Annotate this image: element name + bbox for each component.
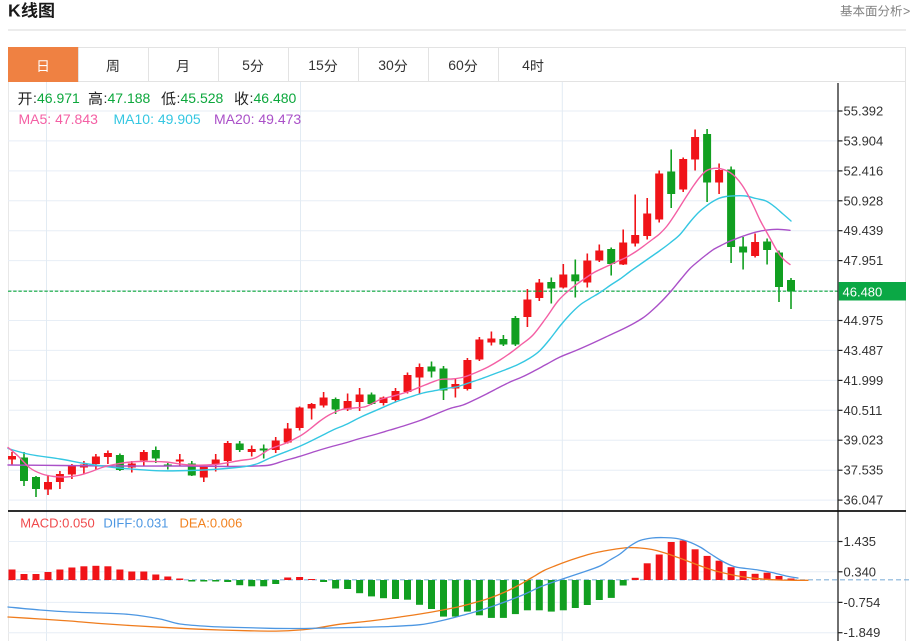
svg-text:50.928: 50.928 [844,193,884,208]
svg-text:39.023: 39.023 [844,433,884,448]
svg-text:30: 30 [378,57,394,73]
svg-text:41.999: 41.999 [844,373,884,388]
svg-text:MACD:0.050: MACD:0.050 [20,516,94,531]
svg-text:46.480: 46.480 [254,90,297,106]
svg-text:60: 60 [448,57,464,73]
svg-text:15: 15 [308,57,324,73]
svg-text:MA10: 49.905: MA10: 49.905 [114,111,201,127]
svg-text:44.975: 44.975 [844,313,884,328]
svg-text:5: 5 [242,57,250,73]
svg-text:47.951: 47.951 [844,253,884,268]
svg-text::: : [33,90,37,106]
svg-text:DIFF:0.031: DIFF:0.031 [103,516,168,531]
svg-text:45.528: 45.528 [181,90,224,106]
svg-text::: : [177,90,181,106]
svg-text:36.047: 36.047 [844,493,884,508]
svg-text:46.971: 46.971 [37,90,80,106]
svg-text:46.480: 46.480 [843,285,883,300]
svg-text:37.535: 37.535 [844,463,884,478]
svg-text:4: 4 [522,57,530,73]
svg-text:53.904: 53.904 [844,133,884,148]
svg-text:47.188: 47.188 [108,90,151,106]
svg-text::: : [250,90,254,106]
svg-text:0.340: 0.340 [844,564,877,579]
svg-text::: : [104,90,108,106]
svg-text:49.439: 49.439 [844,223,884,238]
svg-text:-1.849: -1.849 [844,625,881,640]
svg-text:-0.754: -0.754 [844,595,881,610]
svg-text:K: K [8,1,21,21]
svg-text:52.416: 52.416 [844,163,884,178]
svg-text:>: > [903,5,910,19]
svg-text:43.487: 43.487 [844,343,884,358]
svg-text:MA5: 47.843: MA5: 47.843 [19,111,99,127]
svg-text:1.435: 1.435 [844,534,877,549]
svg-text:55.392: 55.392 [844,104,884,119]
svg-text:DEA:0.006: DEA:0.006 [180,516,243,531]
svg-text:40.511: 40.511 [844,403,883,418]
svg-text:MA20: 49.473: MA20: 49.473 [214,111,301,127]
